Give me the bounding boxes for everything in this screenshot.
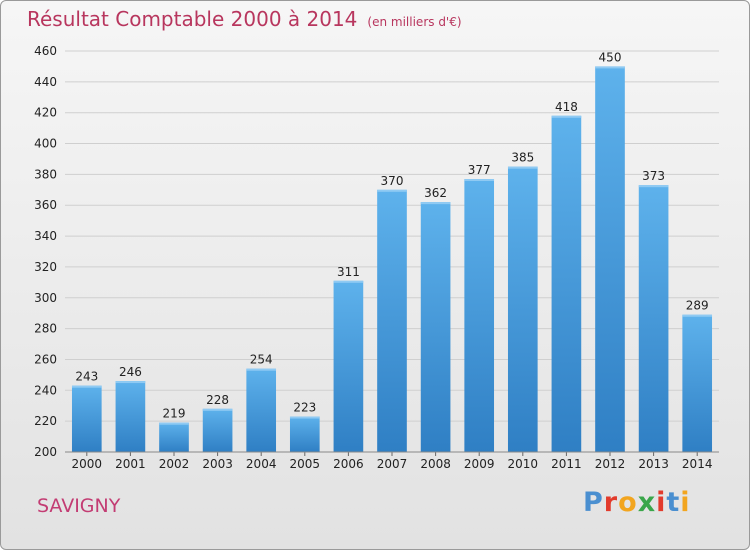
logo-letter: r — [603, 487, 619, 518]
logo-letter: o — [618, 487, 638, 518]
y-tick-label: 320 — [34, 260, 57, 274]
bar-value-label: 289 — [686, 299, 709, 313]
bar-top-highlight — [333, 280, 364, 283]
bar-2000 — [71, 385, 102, 452]
x-tick-label: 2012 — [595, 457, 626, 471]
y-tick-label: 380 — [34, 167, 57, 181]
bar-top-highlight — [464, 179, 495, 182]
bar-value-label: 450 — [599, 50, 622, 64]
logo-letter: P — [583, 487, 604, 518]
bar-top-highlight — [246, 368, 277, 371]
bar-top-highlight — [202, 408, 233, 411]
x-tick-label: 2002 — [159, 457, 190, 471]
bar-2004 — [246, 368, 277, 452]
y-tick-label: 360 — [34, 198, 57, 212]
proxiti-logo: Proxiti — [583, 487, 691, 518]
bar-2005 — [289, 416, 320, 452]
x-tick-label: 2009 — [464, 457, 495, 471]
x-tick-label: 2014 — [682, 457, 713, 471]
bar-value-label: 373 — [642, 169, 665, 183]
y-tick-label: 300 — [34, 291, 57, 305]
x-tick-label: 2010 — [508, 457, 539, 471]
bar-value-label: 228 — [206, 393, 229, 407]
bar-top-highlight — [289, 416, 320, 419]
y-tick-label: 420 — [34, 106, 57, 120]
bar-value-label: 370 — [381, 174, 404, 188]
x-tick-label: 2011 — [551, 457, 582, 471]
bar-2007 — [377, 189, 407, 453]
bar-value-label: 311 — [337, 265, 360, 279]
x-tick-label: 2001 — [115, 457, 146, 471]
bar-top-highlight — [638, 185, 669, 188]
y-tick-label: 460 — [34, 44, 57, 58]
bar-2009 — [464, 179, 495, 452]
bar-value-label: 219 — [163, 407, 186, 421]
x-tick-label: 2013 — [638, 457, 669, 471]
bar-top-highlight — [551, 115, 582, 118]
bar-top-highlight — [420, 202, 451, 205]
x-axis-ticks: 2000 2001 2002 2003 2004 2005 2006 2007 2008 2009… — [72, 452, 713, 471]
logo-letter: t — [666, 487, 681, 518]
y-tick-label: 440 — [34, 75, 57, 89]
bar-2002 — [159, 422, 189, 452]
y-tick-label: 400 — [34, 137, 57, 151]
chart-title-text: Résultat Comptable 2000 à 2014 — [27, 7, 358, 31]
y-tick-label: 340 — [34, 229, 57, 243]
bar-2003 — [202, 408, 233, 452]
bar-2013 — [638, 185, 669, 452]
logo-letter: i — [680, 487, 691, 518]
bar-value-label: 254 — [250, 353, 273, 367]
bar-2011 — [551, 115, 582, 453]
y-tick-label: 220 — [34, 414, 57, 428]
bar-value-label: 377 — [468, 163, 491, 177]
y-axis-ticks: 200 220 240 260 280 300 320 340 360 380 400 420 440 4… — [34, 44, 57, 459]
bar-top-highlight — [71, 385, 102, 388]
y-tick-label: 280 — [34, 322, 57, 336]
x-tick-label: 2007 — [377, 457, 408, 471]
bar-2006 — [333, 280, 364, 452]
bar-top-highlight — [682, 314, 713, 317]
bar-2008 — [420, 202, 451, 452]
x-tick-label: 2005 — [290, 457, 321, 471]
bar-2014 — [682, 314, 713, 452]
bar-2001 — [115, 381, 146, 452]
bar-value-label: 223 — [293, 401, 316, 415]
logo-letter: i — [656, 487, 667, 518]
bar-value-label: 362 — [424, 186, 447, 200]
bar-top-highlight — [507, 166, 538, 169]
chart-title: Résultat Comptable 2000 à 2014 (en millie… — [27, 7, 462, 31]
bars: 243 246 219 228 254 223 311 370 362 377 385 418 450 3… — [71, 50, 713, 453]
x-tick-label: 2004 — [246, 457, 277, 471]
bar-value-label: 243 — [75, 370, 98, 384]
x-tick-label: 2006 — [333, 457, 364, 471]
x-tick-label: 2003 — [202, 457, 233, 471]
bar-2010 — [507, 166, 538, 452]
bar-2012 — [595, 66, 625, 452]
x-tick-label: 2008 — [420, 457, 451, 471]
y-tick-label: 240 — [34, 383, 57, 397]
logo-letter: x — [637, 487, 657, 518]
bar-value-label: 418 — [555, 100, 578, 114]
bar-value-label: 385 — [511, 151, 534, 165]
bar-top-highlight — [159, 422, 189, 425]
y-tick-label: 260 — [34, 352, 57, 366]
bar-top-highlight — [595, 66, 625, 69]
place-name: SAVIGNY — [37, 495, 121, 517]
bar-top-highlight — [115, 381, 146, 384]
y-tick-label: 200 — [34, 445, 57, 459]
bar-value-label: 246 — [119, 365, 142, 379]
chart-subtitle: (en milliers d'€) — [367, 15, 462, 29]
x-tick-label: 2000 — [72, 457, 103, 471]
bar-top-highlight — [377, 189, 407, 192]
